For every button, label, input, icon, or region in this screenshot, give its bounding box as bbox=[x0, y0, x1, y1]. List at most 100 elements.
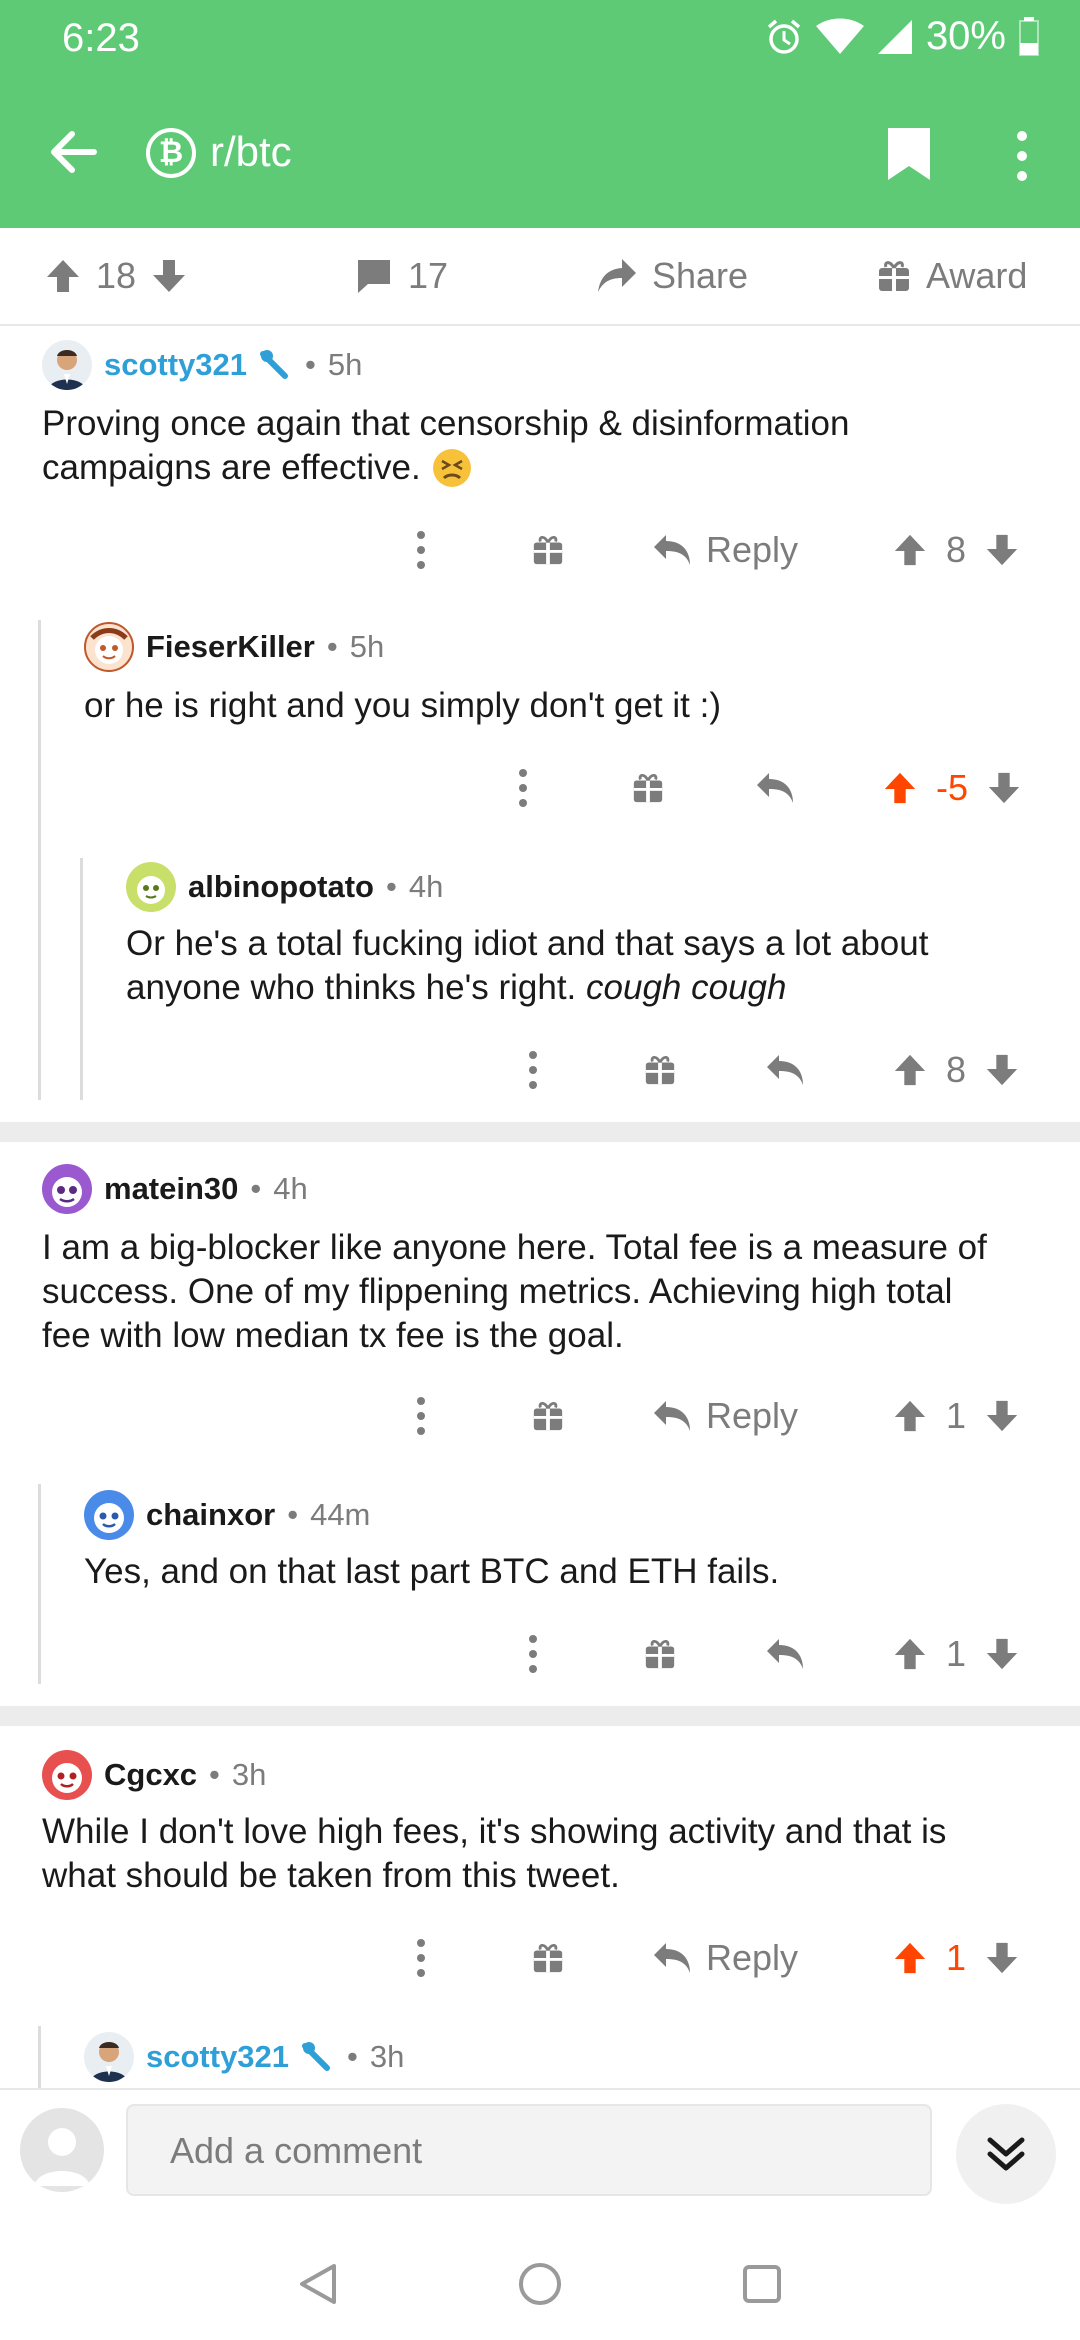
avatar[interactable] bbox=[84, 2032, 134, 2082]
upvote-arrow-icon[interactable] bbox=[44, 257, 82, 295]
reply-arrow-icon bbox=[652, 1399, 692, 1433]
share-arrow-icon bbox=[596, 257, 638, 295]
award-gift-icon[interactable] bbox=[640, 1624, 680, 1684]
upvote-arrow-icon[interactable] bbox=[892, 1636, 928, 1672]
downvote-arrow-icon[interactable] bbox=[984, 1052, 1020, 1088]
add-comment-placeholder: Add a comment bbox=[170, 2130, 423, 2171]
user-avatar-icon[interactable] bbox=[20, 2108, 104, 2192]
comment-score: 1 bbox=[946, 1395, 967, 1436]
award-gift-icon[interactable] bbox=[640, 1040, 680, 1100]
post-vote-group: 18 bbox=[44, 228, 188, 324]
bitcoin-icon: ₿ bbox=[146, 128, 196, 178]
thread-line[interactable] bbox=[38, 620, 41, 1100]
downvote-arrow-icon[interactable] bbox=[984, 1398, 1020, 1434]
reply-button[interactable]: Reply bbox=[652, 1386, 798, 1446]
comment-more-icon[interactable] bbox=[406, 1928, 436, 1988]
nav-back-icon[interactable] bbox=[298, 2262, 338, 2306]
thread-line[interactable] bbox=[80, 858, 83, 1100]
thread-line[interactable] bbox=[38, 2026, 41, 2088]
comment-vote-group: 1 bbox=[892, 1928, 1020, 1988]
subreddit-name[interactable]: r/btc bbox=[210, 128, 292, 175]
comment-body: Or he's a total fucking idiot and that s… bbox=[126, 922, 928, 1010]
comment-header: FieserKiller • 5h bbox=[84, 622, 384, 672]
username[interactable]: chainxor bbox=[146, 1497, 276, 1532]
moderator-wrench-icon bbox=[301, 2042, 335, 2072]
comment-score: 8 bbox=[946, 529, 967, 570]
avatar[interactable] bbox=[126, 862, 176, 912]
username[interactable]: albinopotato bbox=[188, 869, 374, 904]
downvote-arrow-icon[interactable] bbox=[150, 257, 188, 295]
comment-separator: • bbox=[385, 869, 397, 904]
comment-vote-group: 1 bbox=[892, 1624, 1020, 1684]
award-label: Award bbox=[926, 255, 1028, 296]
comments-count-button[interactable]: 17 bbox=[354, 228, 448, 324]
thread-divider bbox=[0, 1706, 1080, 1726]
battery-icon bbox=[1018, 16, 1040, 57]
avatar[interactable] bbox=[84, 1490, 134, 1540]
nav-recents-icon[interactable] bbox=[742, 2264, 782, 2304]
comment-more-icon[interactable] bbox=[406, 1386, 436, 1446]
award-gift-icon[interactable] bbox=[628, 758, 668, 818]
username[interactable]: Cgcxc bbox=[104, 1757, 198, 1792]
upvote-arrow-icon[interactable] bbox=[892, 532, 928, 568]
jump-next-button[interactable] bbox=[956, 2104, 1056, 2204]
battery-percent: 30% bbox=[925, 14, 1006, 58]
username[interactable]: scotty321 bbox=[146, 2039, 290, 2074]
downvote-arrow-icon[interactable] bbox=[984, 1940, 1020, 1976]
avatar[interactable] bbox=[42, 1164, 92, 1214]
reply-button[interactable]: Reply bbox=[652, 1928, 798, 1988]
bookmark-icon[interactable] bbox=[886, 126, 932, 182]
more-options-icon[interactable] bbox=[1010, 128, 1034, 184]
reply-label: Reply bbox=[706, 1937, 799, 1978]
award-button[interactable]: Award bbox=[876, 228, 1027, 324]
share-label: Share bbox=[652, 255, 749, 296]
reply-button[interactable]: Reply bbox=[652, 520, 798, 580]
avatar[interactable] bbox=[84, 622, 134, 672]
downvote-arrow-icon[interactable] bbox=[986, 770, 1022, 806]
add-comment-input[interactable]: Add a comment bbox=[126, 2104, 932, 2196]
comment-separator: • bbox=[347, 2039, 358, 2074]
nav-home-icon[interactable] bbox=[518, 2262, 562, 2306]
upvote-arrow-icon[interactable] bbox=[892, 1398, 928, 1434]
comments-count: 17 bbox=[408, 255, 449, 296]
gift-icon bbox=[876, 258, 912, 294]
upvote-arrow-icon[interactable] bbox=[882, 770, 918, 806]
upvote-arrow-icon[interactable] bbox=[892, 1940, 928, 1976]
reply-arrow-icon[interactable] bbox=[754, 758, 796, 818]
comment-actions: Reply 8 bbox=[0, 520, 1080, 580]
award-gift-icon[interactable] bbox=[528, 520, 568, 580]
username[interactable]: scotty321 bbox=[104, 347, 248, 382]
username[interactable]: matein30 bbox=[104, 1171, 239, 1206]
comment-age: 4h bbox=[408, 869, 444, 904]
comment-score: 1 bbox=[946, 1633, 967, 1674]
comment-more-icon[interactable] bbox=[508, 758, 538, 818]
comment-header: albinopotato • 4h bbox=[126, 862, 443, 912]
comment-text-line: anyone who thinks he's right. bbox=[126, 968, 577, 1007]
downvote-arrow-icon[interactable] bbox=[984, 532, 1020, 568]
thread-line[interactable] bbox=[38, 1484, 41, 1684]
comment-more-icon[interactable] bbox=[406, 520, 436, 580]
comment-more-icon[interactable] bbox=[518, 1040, 548, 1100]
comment-vote-group: 1 bbox=[892, 1386, 1020, 1446]
share-button[interactable]: Share bbox=[596, 228, 748, 324]
comment-vote-group: 8 bbox=[892, 520, 1020, 580]
comment-separator: • bbox=[287, 1497, 299, 1532]
comment-body: or he is right and you simply don't get … bbox=[84, 684, 721, 728]
comment-actions: Reply 1 bbox=[0, 1928, 1080, 1988]
upvote-arrow-icon[interactable] bbox=[892, 1052, 928, 1088]
comment-separator: • bbox=[305, 347, 316, 382]
avatar[interactable] bbox=[42, 340, 92, 390]
back-arrow-icon[interactable] bbox=[44, 122, 104, 182]
comment-header: scotty321 • 3h bbox=[84, 2032, 404, 2082]
reply-arrow-icon[interactable] bbox=[764, 1040, 806, 1100]
comment-more-icon[interactable] bbox=[518, 1624, 548, 1684]
username[interactable]: FieserKiller bbox=[146, 629, 315, 664]
award-gift-icon[interactable] bbox=[528, 1386, 568, 1446]
comment-header: Cgcxc • 3h bbox=[42, 1750, 266, 1800]
downvote-arrow-icon[interactable] bbox=[984, 1636, 1020, 1672]
award-gift-icon[interactable] bbox=[528, 1928, 568, 1988]
avatar[interactable] bbox=[42, 1750, 92, 1800]
reply-arrow-icon bbox=[652, 533, 692, 567]
reply-arrow-icon[interactable] bbox=[764, 1624, 806, 1684]
moderator-wrench-icon bbox=[259, 350, 293, 380]
